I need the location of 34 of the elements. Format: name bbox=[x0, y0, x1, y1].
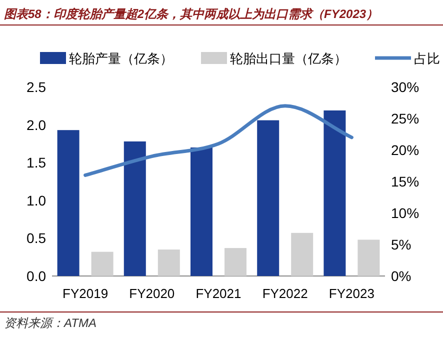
y2-tick-label: 30% bbox=[391, 79, 420, 95]
y-tick-label: 0.0 bbox=[26, 268, 46, 284]
y-tick-label: 1.5 bbox=[26, 154, 46, 171]
y-tick-label: 0.5 bbox=[26, 230, 46, 246]
x-tick-label: FY2022 bbox=[262, 286, 308, 301]
x-tick-label: FY2019 bbox=[62, 286, 108, 301]
x-tick-label: FY2021 bbox=[196, 286, 242, 301]
chart-title: 图表58：印度轮胎产量超2亿条，其中两成以上为出口需求（FY2023） bbox=[4, 7, 378, 21]
x-tick-label: FY2020 bbox=[129, 286, 175, 301]
y2-tick-label: 25% bbox=[391, 110, 420, 126]
bar bbox=[190, 147, 212, 276]
bar bbox=[57, 130, 80, 276]
bar bbox=[358, 240, 380, 276]
bar bbox=[324, 110, 346, 276]
y2-tick-label: 20% bbox=[391, 142, 420, 158]
bar bbox=[91, 252, 114, 276]
y-tick-label: 1.0 bbox=[26, 192, 46, 208]
y2-tick-label: 10% bbox=[391, 205, 420, 221]
y2-tick-label: 15% bbox=[391, 174, 420, 190]
y-tick-label: 2.5 bbox=[26, 79, 46, 95]
bar bbox=[224, 248, 246, 276]
legend-label: 占比 bbox=[414, 51, 440, 66]
bar bbox=[257, 120, 280, 276]
bar bbox=[291, 232, 314, 276]
y-tick-label: 2.0 bbox=[26, 116, 46, 133]
x-tick-label: FY2023 bbox=[328, 286, 374, 301]
bar bbox=[124, 141, 146, 276]
line-series bbox=[84, 104, 354, 177]
legend-label: 轮胎产量（亿条） bbox=[69, 51, 173, 66]
legend-label: 轮胎出口量（亿条） bbox=[230, 51, 347, 66]
bar bbox=[158, 250, 180, 276]
text: 资料来源：ATMA bbox=[4, 316, 96, 330]
y2-tick-label: 5% bbox=[391, 236, 412, 252]
y2-tick-label: 0% bbox=[391, 268, 412, 284]
